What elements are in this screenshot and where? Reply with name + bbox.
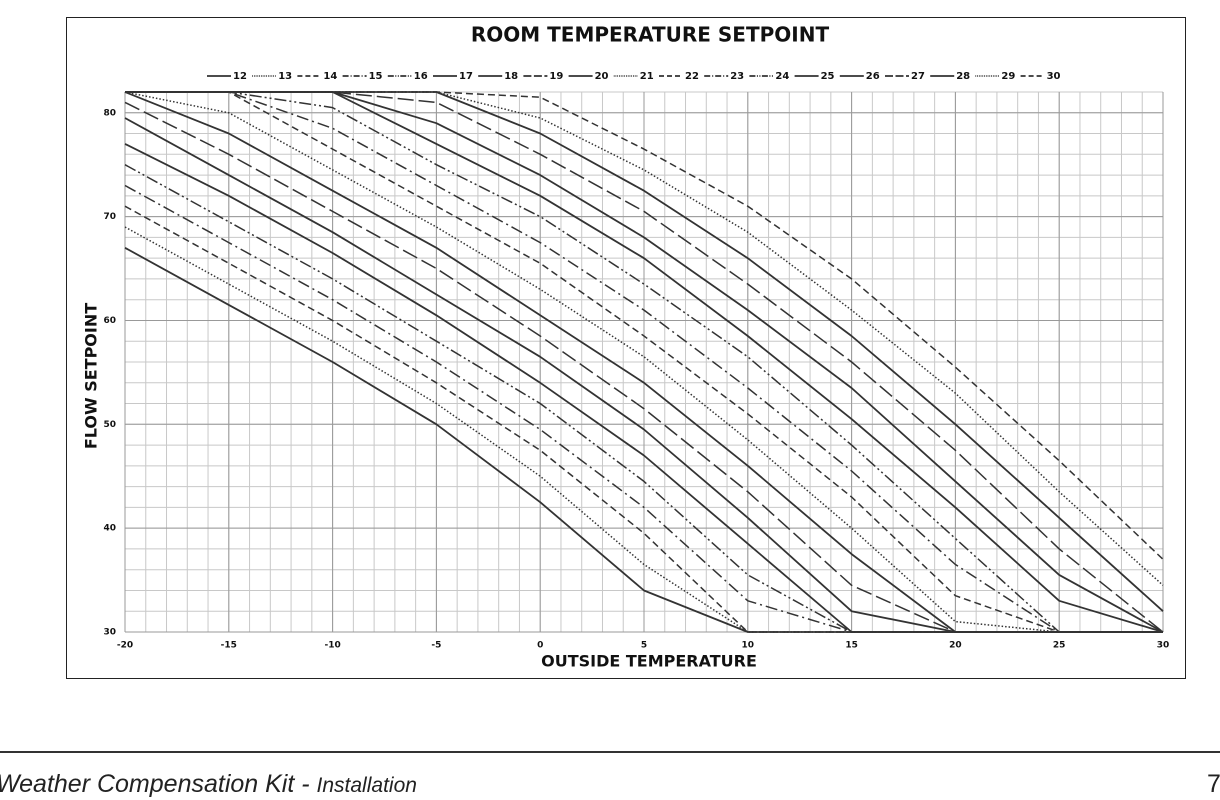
x-tick-label: 10 [742,641,755,651]
legend-label: 18 [504,71,518,82]
series-line [125,91,1164,586]
footer-title: Weather Compensation Kit - [0,770,310,798]
y-tick-label: 50 [103,420,116,430]
x-tick-label: -20 [117,641,133,651]
x-tick-label: 5 [641,641,647,651]
legend-label: 19 [549,71,563,82]
legend-label: 29 [1001,71,1015,82]
y-axis-label: FLOW SETPOINT [82,303,101,449]
series-line [124,101,1163,633]
legend-label: 22 [685,71,699,82]
legend-label: 17 [459,71,473,82]
legend-label: 25 [821,71,835,82]
legend-label: 27 [911,71,925,82]
legend-label: 16 [414,71,428,82]
x-tick-label: 0 [537,641,543,651]
legend-label: 20 [595,71,609,82]
y-tick-label: 40 [103,524,116,534]
y-tick-label: 70 [103,212,116,222]
y-tick-label: 80 [103,108,116,118]
x-tick-label: 25 [1053,641,1066,651]
series-line [124,91,1163,633]
legend-label: 23 [730,71,744,82]
footer: Weather Compensation Kit - Installation [0,770,417,799]
legend-label: 21 [640,71,654,82]
chart-frame [66,17,1186,679]
footer-subtitle: Installation [316,774,417,797]
footer-rule [0,751,1220,753]
legend-label: 28 [956,71,970,82]
x-tick-label: 30 [1157,641,1170,651]
legend-label: 30 [1047,71,1061,82]
series-line [125,91,1164,560]
x-axis-label: OUTSIDE TEMPERATURE [541,652,757,671]
chart: ROOM TEMPERATURE SETPOINT OUTSIDE TEMPER… [66,17,1186,679]
series-line [125,91,1163,633]
y-tick-label: 30 [103,628,116,638]
x-tick-label: 20 [949,641,962,651]
y-tick-label: 60 [103,316,116,326]
legend-label: 13 [278,71,292,82]
x-tick-label: -10 [324,641,340,651]
x-tick-label: -5 [431,641,441,651]
legend-label: 26 [866,71,880,82]
legend-label: 12 [233,71,247,82]
legend-label: 14 [323,71,337,82]
chart-title: ROOM TEMPERATURE SETPOINT [471,23,830,47]
series-line [125,91,1163,633]
page-number: 7 [1207,770,1220,798]
series-line [125,91,1163,633]
x-tick-label: 15 [845,641,858,651]
legend-label: 15 [369,71,383,82]
legend-label: 24 [775,71,789,82]
x-tick-label: -15 [221,641,237,651]
